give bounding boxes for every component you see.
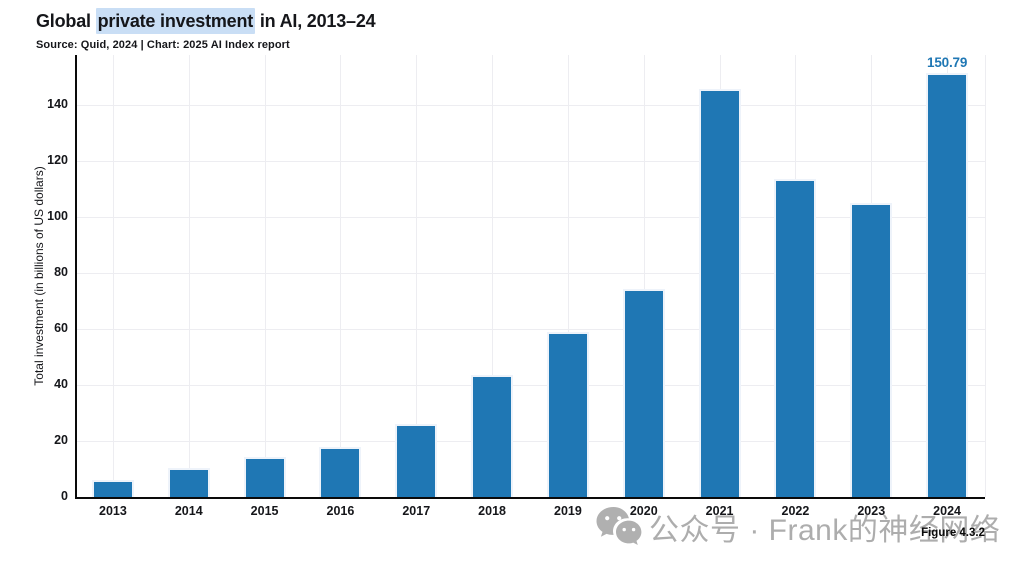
bar-2019[interactable]: [548, 334, 587, 497]
x-axis-line: [75, 497, 985, 499]
gridline-y-100: [75, 216, 985, 218]
y-tick-label: 60: [54, 321, 68, 336]
bar-value-label: 150.79: [927, 55, 968, 71]
x-tick-label: 2023: [857, 504, 886, 518]
bar-2022[interactable]: [776, 181, 815, 497]
bar-2015[interactable]: [245, 458, 284, 497]
gridline-y-80: [75, 272, 985, 274]
x-tick-label: 2016: [326, 504, 355, 518]
x-tick-label: 2022: [781, 504, 810, 518]
gridline-y-20: [75, 440, 985, 442]
gridline-x-2016: [340, 55, 342, 497]
y-tick-label: 0: [61, 489, 68, 503]
x-tick-label: 2015: [250, 504, 279, 518]
y-tick-label: 20: [54, 433, 68, 448]
y-axis-line: [75, 55, 77, 499]
x-tick-label: 2018: [478, 504, 506, 518]
gridline-x-2020: [643, 55, 645, 497]
chart-title: Global private investment in AI, 2013–24: [36, 8, 376, 34]
x-tick-label: 2019: [554, 504, 582, 518]
gridline-x-2015: [264, 55, 266, 497]
chart-title-suffix: in AI, 2013–24: [255, 11, 376, 31]
bar-2014[interactable]: [169, 470, 208, 497]
figure-number-label: Figure 4.3.2: [921, 527, 985, 539]
gridline-y-120: [75, 160, 985, 162]
bar-2018[interactable]: [473, 376, 512, 497]
gridline-y-140: [75, 104, 985, 106]
bar-2021[interactable]: [700, 90, 739, 497]
gridline-x-right-edge: [985, 55, 986, 497]
y-axis-title: Total investment (in billions of US doll…: [32, 166, 46, 386]
y-tick-label: 40: [54, 377, 68, 392]
bar-2016[interactable]: [321, 448, 360, 497]
gridline-x-2018: [492, 55, 494, 497]
gridline-y-40: [75, 384, 985, 386]
bar-2024[interactable]: [928, 75, 967, 497]
gridline-x-2013: [112, 55, 114, 497]
y-tick-label: 140: [47, 97, 68, 112]
x-tick-label: 2020: [629, 504, 658, 518]
chart-source-line: Source: Quid, 2024 | Chart: 2025 AI Inde…: [36, 39, 290, 51]
x-tick-label: 2024: [933, 504, 961, 518]
x-tick-label: 2017: [402, 504, 431, 518]
bar-2023[interactable]: [852, 205, 891, 497]
bar-2020[interactable]: [624, 291, 663, 497]
x-tick-label: 2014: [174, 504, 203, 518]
gridline-x-2017: [416, 55, 418, 497]
x-tick-label: 2013: [99, 504, 127, 518]
gridline-x-2019: [567, 55, 569, 497]
chart-title-prefix: Global: [36, 11, 96, 31]
gridline-y-60: [75, 328, 985, 330]
chart-title-highlight: private investment: [95, 8, 256, 34]
y-tick-label: 100: [47, 209, 68, 224]
bar-2017[interactable]: [397, 425, 436, 497]
x-tick-label: 2021: [705, 504, 734, 518]
y-tick-label: 120: [47, 153, 68, 168]
bar-2013[interactable]: [93, 481, 132, 497]
gridline-x-2014: [188, 55, 190, 497]
y-tick-label: 80: [54, 265, 68, 280]
